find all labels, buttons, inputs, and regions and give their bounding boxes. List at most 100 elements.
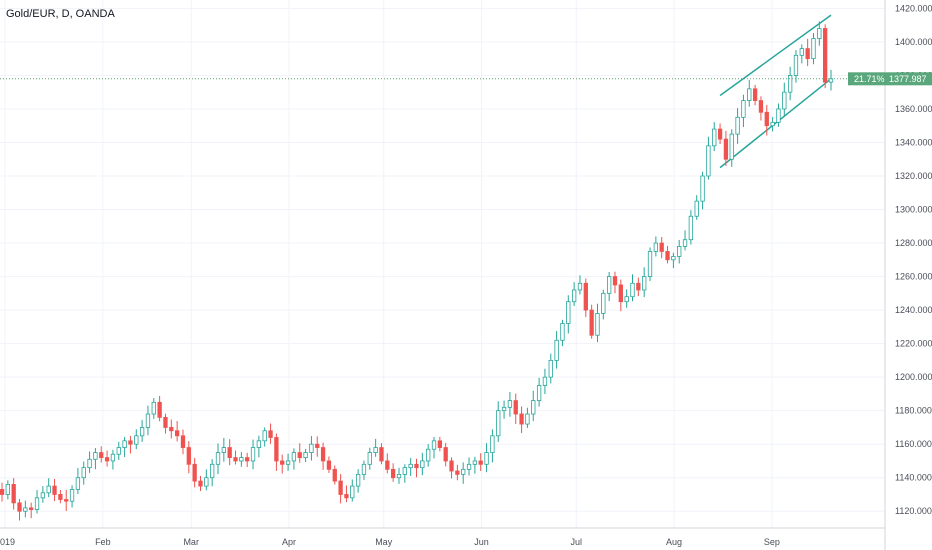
candle-body (426, 448, 431, 462)
candle-body (501, 406, 507, 412)
candle-body (58, 494, 63, 500)
y-tick-label: 1400.000 (895, 37, 932, 47)
x-tick-label: Feb (95, 537, 111, 547)
candle-body (122, 440, 127, 448)
candle-body (262, 430, 267, 442)
candle-body (659, 242, 664, 252)
candle-body (315, 443, 320, 448)
candle-body (81, 467, 86, 479)
y-tick-label: 1120.000 (895, 506, 932, 516)
candle-body (747, 88, 752, 101)
candle-body (198, 480, 203, 487)
candle-body (805, 48, 810, 60)
candle-body (595, 313, 600, 336)
candle-body (787, 75, 793, 93)
candle-body (64, 499, 69, 502)
candle-body (519, 413, 524, 425)
candle-body (741, 100, 746, 118)
candle-body (99, 452, 104, 459)
candle-body (712, 128, 717, 147)
candle-body (180, 435, 186, 448)
candle-body (647, 251, 653, 277)
candle-body (40, 492, 46, 499)
candle-body (110, 453, 116, 462)
candle-body (735, 116, 740, 135)
candlestick-series (0, 21, 834, 521)
candle-body (677, 245, 682, 257)
candle-body (577, 282, 583, 291)
candle-body (69, 489, 75, 502)
candle-body (116, 447, 121, 455)
current-price-value: 1377.987 (889, 74, 927, 84)
candle-body (624, 296, 629, 303)
candle-body (326, 460, 332, 470)
candle-body (420, 460, 425, 469)
candle-body (723, 138, 729, 160)
candle-body (665, 251, 670, 261)
candle-body (239, 457, 244, 462)
candle-body (799, 48, 804, 56)
candle-body (776, 108, 781, 123)
candle-body (250, 447, 256, 462)
x-axis[interactable]: 2019 Feb Mar Apr May Jun Jul Aug Sep (0, 537, 780, 547)
candle-body (472, 460, 478, 465)
candle-body (169, 427, 174, 432)
candle-body (490, 435, 495, 453)
candle-body (449, 460, 454, 472)
candle-body (758, 100, 764, 113)
candle-body (233, 457, 238, 462)
candle-body (612, 276, 618, 286)
candle-body (484, 452, 489, 465)
candle-body (688, 215, 694, 241)
candle-body (636, 282, 641, 291)
candle-body (507, 400, 513, 408)
candle-body (46, 485, 51, 494)
candle-body (525, 413, 530, 425)
candle-body (793, 54, 799, 76)
candle-body (583, 282, 588, 311)
candle-body (817, 28, 822, 39)
candle-body (601, 292, 606, 314)
candle-body (186, 447, 191, 465)
candle-body (245, 457, 250, 462)
candle-body (227, 447, 232, 458)
candle-body (157, 401, 162, 418)
y-tick-label: 1420.000 (895, 3, 932, 13)
candle-body (571, 289, 577, 303)
candle-body (268, 430, 273, 438)
candle-body (128, 440, 133, 445)
candle-body (554, 339, 559, 361)
x-tick-label: Sep (764, 537, 780, 547)
candle-body (11, 484, 16, 504)
candle-body (303, 452, 308, 459)
candle-body (618, 284, 623, 303)
y-tick-label: 1200.000 (895, 372, 932, 382)
y-tick-label: 1160.000 (895, 439, 932, 449)
symbol-title[interactable]: Gold/EUR, D, OANDA (6, 8, 115, 20)
candle-body (536, 385, 542, 402)
candle-body (390, 468, 396, 479)
candle-body (17, 502, 22, 512)
x-tick-label: May (375, 537, 393, 547)
y-tick-label: 1260.000 (895, 272, 932, 282)
candle-body (443, 447, 448, 462)
price-label-bg (848, 72, 932, 86)
candle-body (607, 276, 612, 294)
candle-body (396, 473, 402, 479)
candle-body (560, 323, 565, 341)
candle-body (5, 484, 10, 495)
candle-body (274, 437, 279, 462)
candle-body (513, 400, 518, 415)
candle-body (373, 447, 378, 453)
candle-body (350, 485, 355, 499)
candle-body (566, 301, 571, 324)
candle-body (23, 507, 28, 512)
candle-body (642, 276, 647, 291)
candle-body (291, 452, 297, 462)
candle-body (93, 452, 98, 460)
candle-body (531, 400, 536, 415)
candle-body (104, 457, 110, 462)
candle-body (192, 463, 197, 482)
candle-body (706, 145, 711, 177)
